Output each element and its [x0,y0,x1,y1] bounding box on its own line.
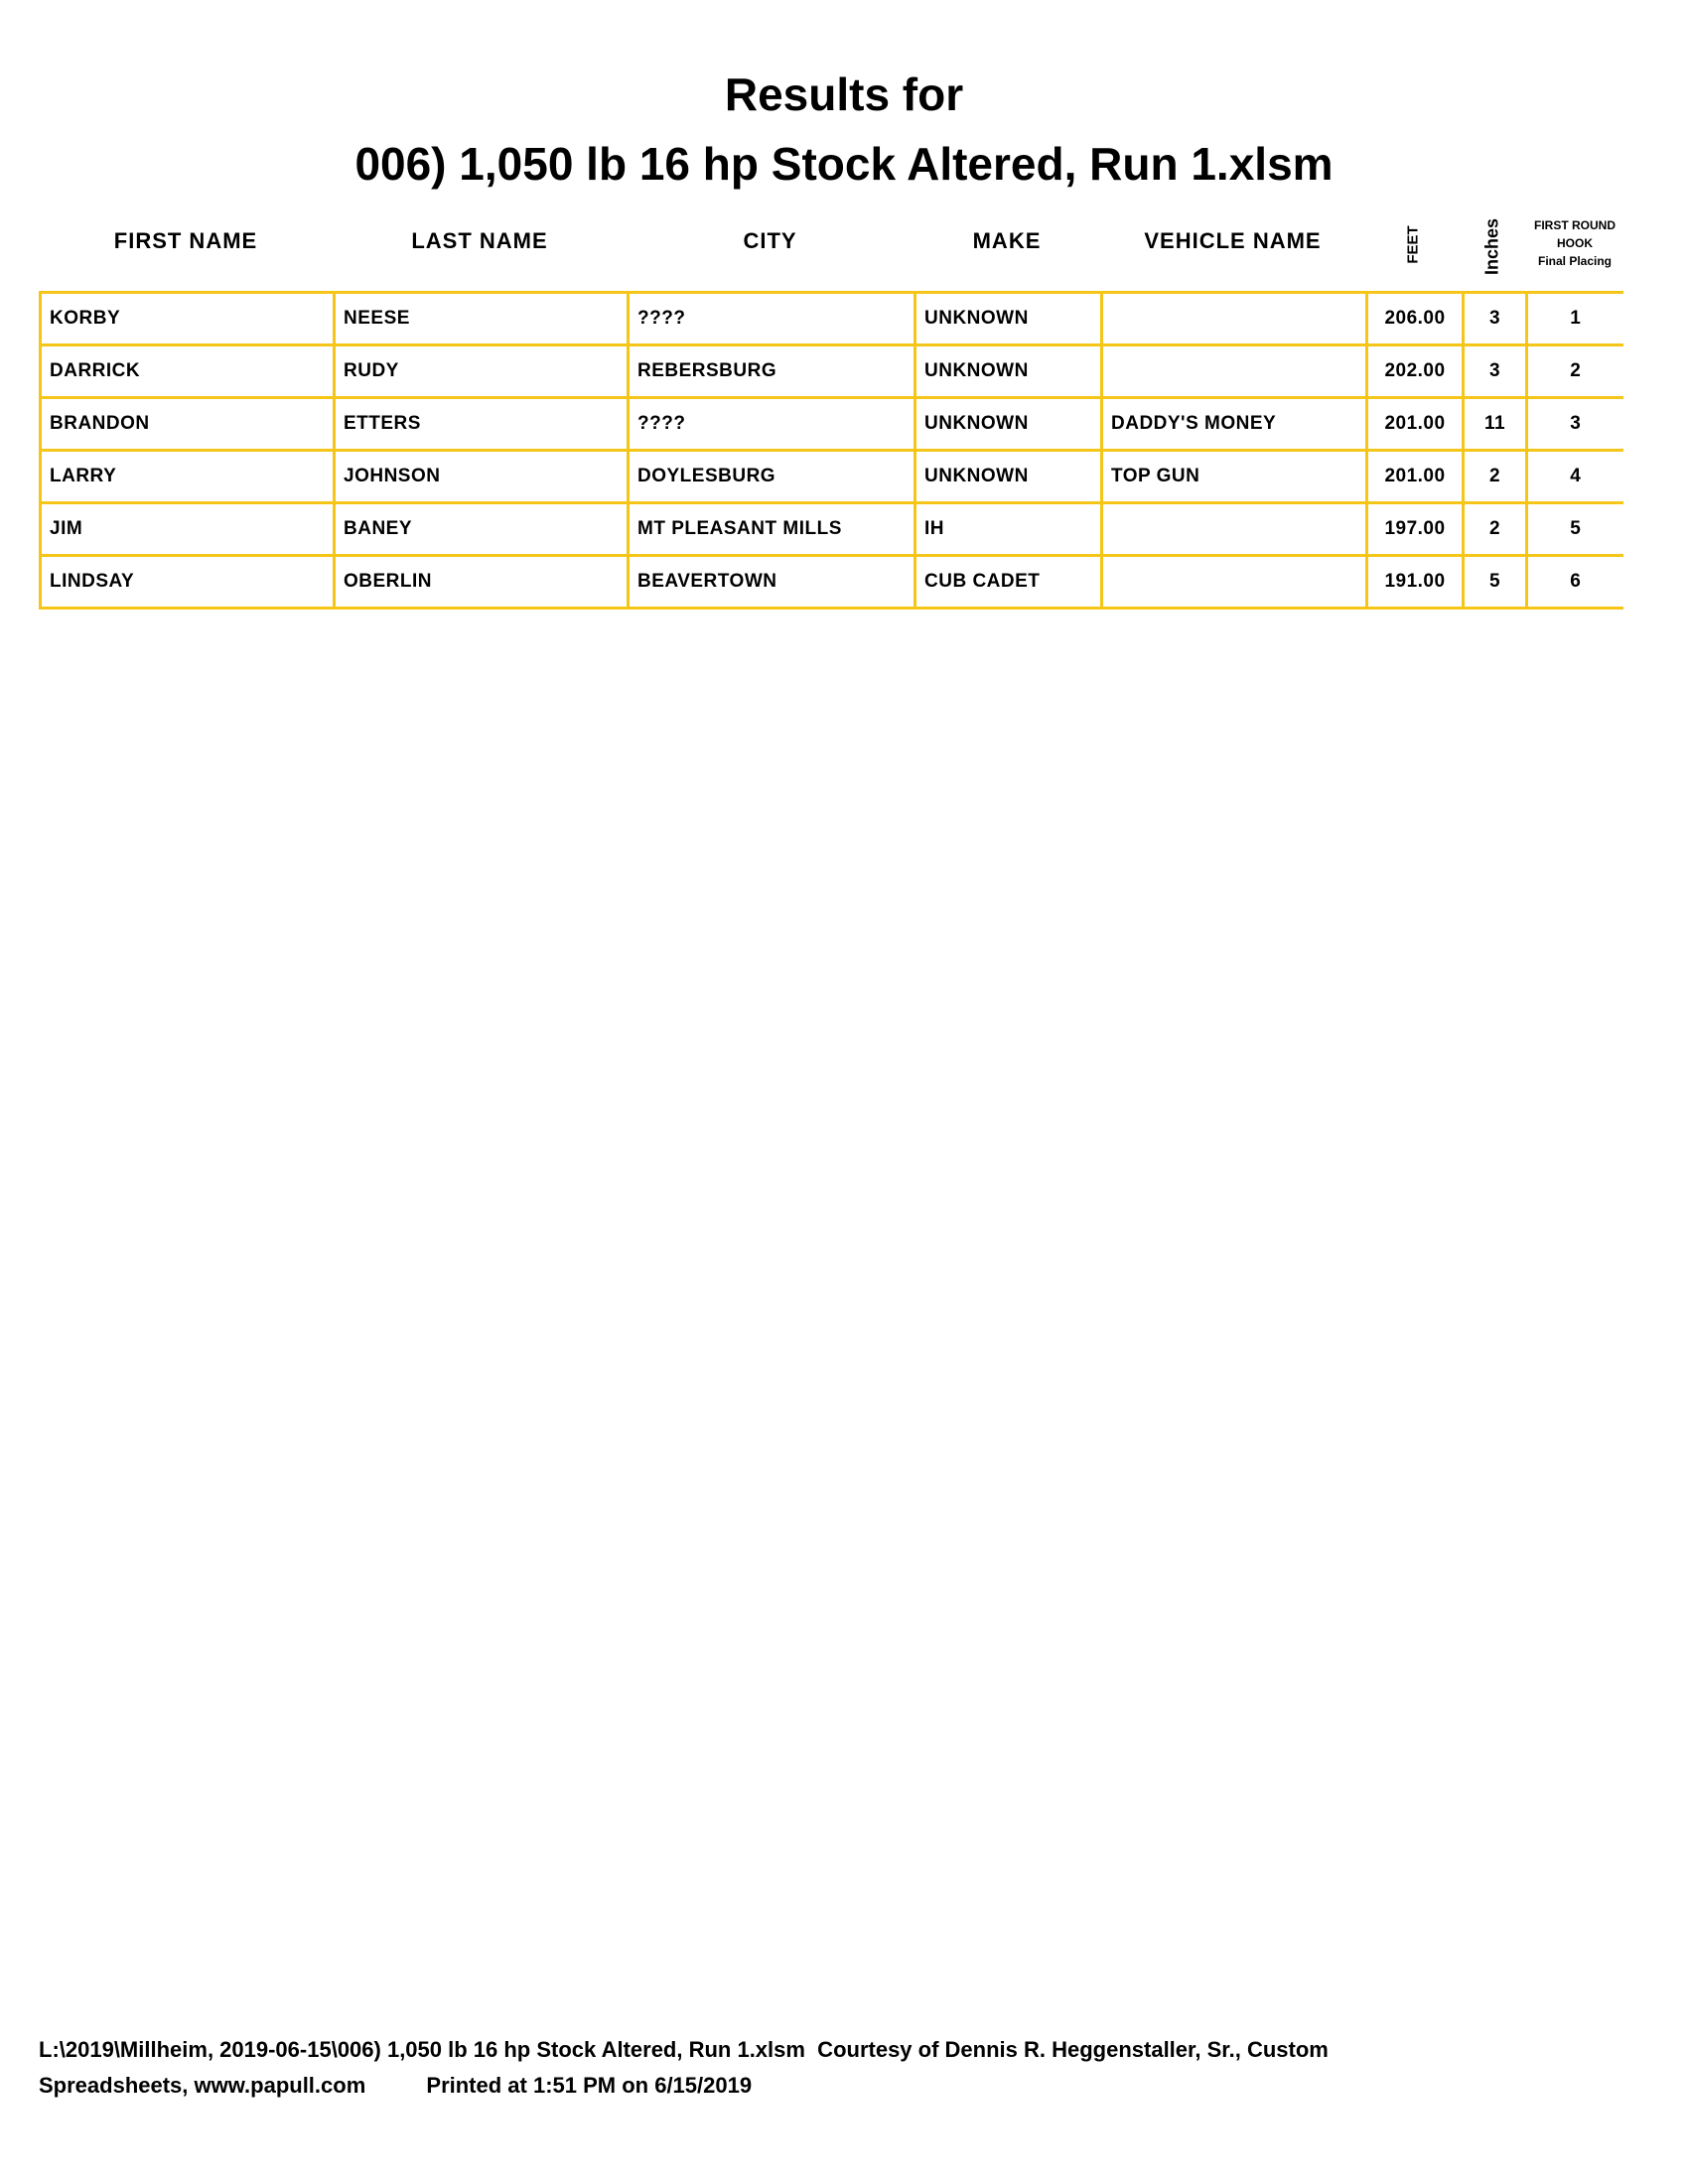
cell-last-name: OBERLIN [333,554,630,610]
cell-inches: 3 [1462,291,1528,346]
cell-last-name: JOHNSON [333,449,630,504]
title-line-2: 006) 1,050 lb 16 hp Stock Altered, Run 1… [354,138,1334,190]
cell-last-name: ETTERS [333,396,630,452]
cell-first-name: JIM [39,501,336,557]
header-inches: Inches [1481,217,1502,276]
cell-first-name: KORBY [39,291,336,346]
header-make: MAKE [972,228,1042,253]
cell-make: UNKNOWN [914,396,1103,452]
cell-placing: 3 [1525,396,1623,452]
cell-vehicle-name [1100,343,1368,399]
header-feet: FEET [1404,225,1422,264]
cell-placing: 5 [1525,501,1623,557]
footer-line-2: Spreadsheets, www.papull.com Printed at … [39,2073,753,2098]
cell-vehicle-name [1100,291,1368,346]
table-row: DARRICK RUDY REBERSBURG UNKNOWN 202.00 3 2 [39,343,1623,399]
cell-inches: 5 [1462,554,1528,610]
cell-make: IH [914,501,1103,557]
table-row: KORBY NEESE???? UNKNOWN 206.00 3 1 [39,291,1623,346]
cell-inches: 3 [1462,343,1528,399]
header-first-name: FIRST NAME [113,228,258,253]
cell-vehicle-name [1100,501,1368,557]
cell-last-name: BANEY [333,501,630,557]
cell-city: MT PLEASANT MILLS [627,501,916,557]
results-table: KORBY NEESE???? UNKNOWN 206.00 3 1 DARRICK RUDY… [39,291,1623,610]
cell-placing: 4 [1525,449,1623,504]
cell-placing: 2 [1525,343,1623,399]
table-row: JIM BANEY MT PLEASANT MILLS IH 197.00 2 5 [39,501,1623,557]
header-city: CITY [743,228,797,253]
cell-city: DOYLESBURG [627,449,916,504]
table-row: BRANDON ETTERS???? UNKNOWN DADDY'S MONEY 201… [39,396,1623,452]
cell-vehicle-name: DADDY'S MONEY [1100,396,1368,452]
table-row: LARRY JOHNSON DOYLESBURG UNKNOWN TOP GUN 201.… [39,449,1623,504]
header-placing-line-3: Final Placing [1537,254,1612,268]
cell-inches: 11 [1462,396,1528,452]
cell-make: UNKNOWN [914,343,1103,399]
table-row: LINDSAY OBERLIN BEAVERTOWN CUB CADET 191.00 5… [39,554,1623,610]
cell-first-name: DARRICK [39,343,336,399]
cell-inches: 2 [1462,449,1528,504]
header-last-name: LAST NAME [411,228,548,253]
cell-inches: 2 [1462,501,1528,557]
cell-feet: 191.00 [1365,554,1465,610]
cell-feet: 197.00 [1365,501,1465,557]
cell-first-name: LINDSAY [39,554,336,610]
cell-first-name: BRANDON [39,396,336,452]
cell-last-name: RUDY [333,343,630,399]
footer-line-1: L:\2019\Millheim, 2019-06-15\006) 1,050 … [39,2037,1329,2062]
cell-feet: 201.00 [1365,449,1465,504]
header-placing-line-2: HOOK [1557,236,1593,250]
cell-vehicle-name: TOP GUN [1100,449,1368,504]
cell-feet: 202.00 [1365,343,1465,399]
cell-vehicle-name [1100,554,1368,610]
cell-make: UNKNOWN [914,291,1103,346]
cell-first-name: LARRY [39,449,336,504]
cell-city: ???? [627,396,916,452]
cell-make: UNKNOWN [914,449,1103,504]
cell-placing: 1 [1525,291,1623,346]
cell-last-name: NEESE [333,291,630,346]
header-placing-line-1: FIRST ROUND [1534,218,1616,232]
title-line-1: Results for [724,68,964,120]
cell-feet: 206.00 [1365,291,1465,346]
cell-placing: 6 [1525,554,1623,610]
cell-make: CUB CADET [914,554,1103,610]
header-vehicle-name: VEHICLE NAME [1144,228,1322,253]
header-placing: FIRST ROUND HOOK Final Placing [1525,216,1624,270]
cell-city: BEAVERTOWN [627,554,916,610]
cell-city: REBERSBURG [627,343,916,399]
cell-feet: 201.00 [1365,396,1465,452]
cell-city: ???? [627,291,916,346]
